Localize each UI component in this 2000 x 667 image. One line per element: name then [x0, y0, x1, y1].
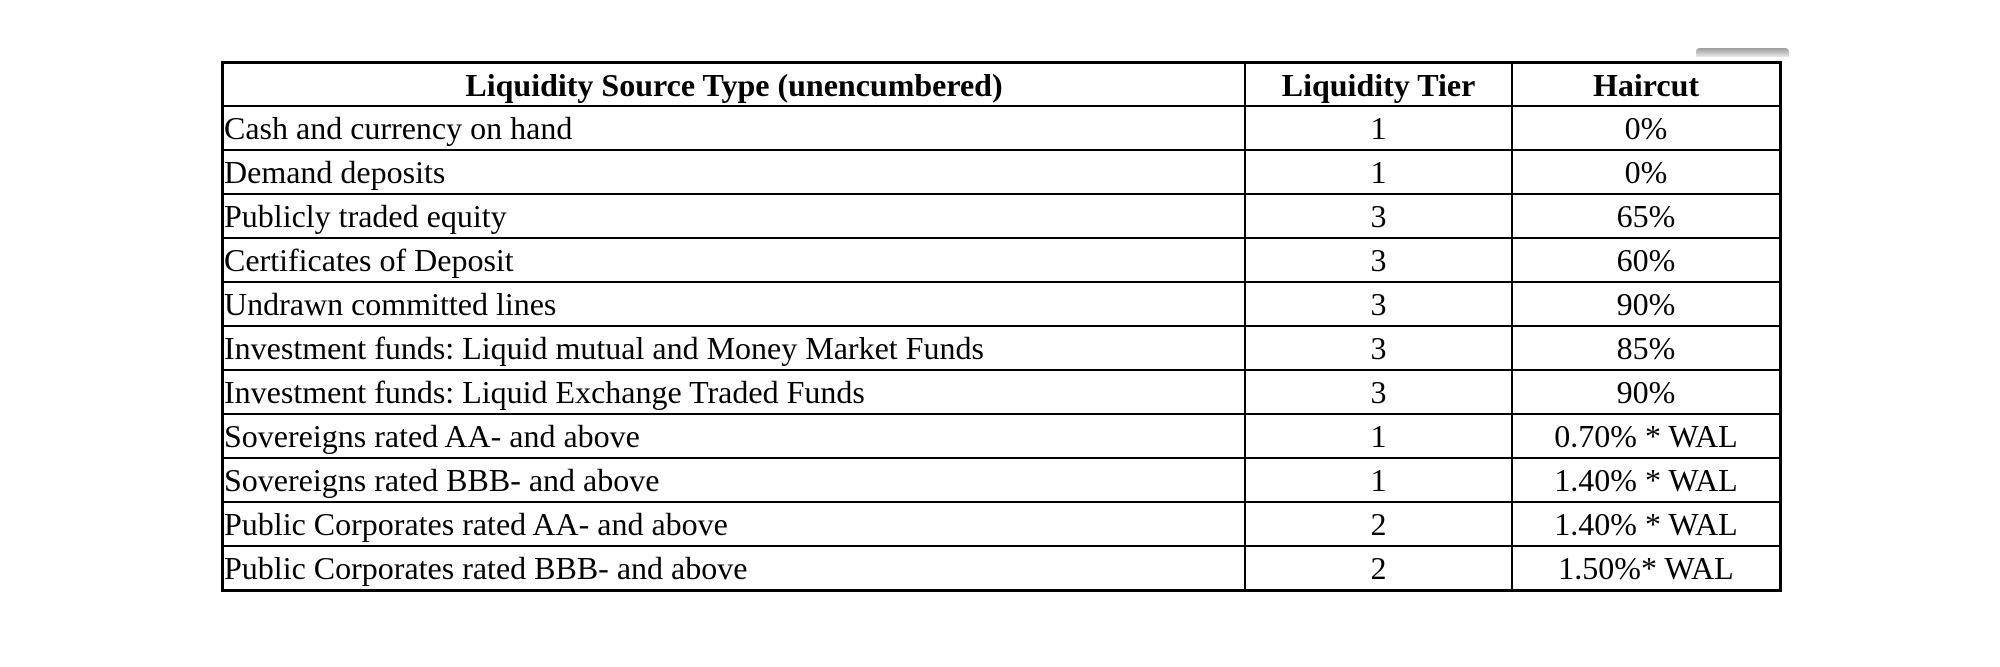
gray-bar-artifact [1696, 48, 1789, 57]
cell-haircut: 0.70% * WAL [1511, 413, 1782, 459]
cell-haircut: 0% [1511, 149, 1782, 195]
cell-haircut: 60% [1511, 237, 1782, 283]
cell-tier: 3 [1244, 369, 1513, 415]
cell-source: Public Corporates rated AA- and above [221, 501, 1246, 547]
header-liquidity-source-type: Liquidity Source Type (unencumbered) [221, 61, 1246, 107]
cell-tier: 1 [1244, 413, 1513, 459]
cell-tier: 3 [1244, 237, 1513, 283]
table-row: Cash and currency on hand 1 0% [221, 105, 1782, 151]
cell-haircut: 85% [1511, 325, 1782, 371]
cell-haircut: 65% [1511, 193, 1782, 239]
cell-source: Public Corporates rated BBB- and above [221, 545, 1246, 592]
cell-source: Undrawn committed lines [221, 281, 1246, 327]
liquidity-haircut-table: Liquidity Source Type (unencumbered) Liq… [221, 61, 1782, 592]
table-row: Investment funds: Liquid mutual and Mone… [221, 325, 1782, 371]
cell-source: Sovereigns rated BBB- and above [221, 457, 1246, 503]
cell-tier: 3 [1244, 281, 1513, 327]
cell-tier: 2 [1244, 545, 1513, 592]
table-row: Sovereigns rated AA- and above 1 0.70% *… [221, 413, 1782, 459]
cell-source: Sovereigns rated AA- and above [221, 413, 1246, 459]
cell-tier: 3 [1244, 325, 1513, 371]
table-row: Demand deposits 1 0% [221, 149, 1782, 195]
cell-tier: 2 [1244, 501, 1513, 547]
cell-haircut: 1.50%* WAL [1511, 545, 1782, 592]
table-row: Public Corporates rated BBB- and above 2… [221, 545, 1782, 592]
cell-source: Demand deposits [221, 149, 1246, 195]
table-row: Public Corporates rated AA- and above 2 … [221, 501, 1782, 547]
header-haircut: Haircut [1511, 61, 1782, 107]
cell-source: Investment funds: Liquid Exchange Traded… [221, 369, 1246, 415]
cell-haircut: 1.40% * WAL [1511, 457, 1782, 503]
cell-tier: 1 [1244, 457, 1513, 503]
cell-source: Publicly traded equity [221, 193, 1246, 239]
cell-source: Certificates of Deposit [221, 237, 1246, 283]
cell-haircut: 90% [1511, 369, 1782, 415]
cell-source: Investment funds: Liquid mutual and Mone… [221, 325, 1246, 371]
table-header-row: Liquidity Source Type (unencumbered) Liq… [221, 61, 1782, 107]
cell-haircut: 0% [1511, 105, 1782, 151]
cell-source: Cash and currency on hand [221, 105, 1246, 151]
cell-haircut: 90% [1511, 281, 1782, 327]
table-row: Undrawn committed lines 3 90% [221, 281, 1782, 327]
cell-tier: 3 [1244, 193, 1513, 239]
cell-haircut: 1.40% * WAL [1511, 501, 1782, 547]
table-row: Sovereigns rated BBB- and above 1 1.40% … [221, 457, 1782, 503]
cell-tier: 1 [1244, 149, 1513, 195]
header-liquidity-tier: Liquidity Tier [1244, 61, 1513, 107]
table-row: Publicly traded equity 3 65% [221, 193, 1782, 239]
cell-tier: 1 [1244, 105, 1513, 151]
table-row: Certificates of Deposit 3 60% [221, 237, 1782, 283]
table-row: Investment funds: Liquid Exchange Traded… [221, 369, 1782, 415]
